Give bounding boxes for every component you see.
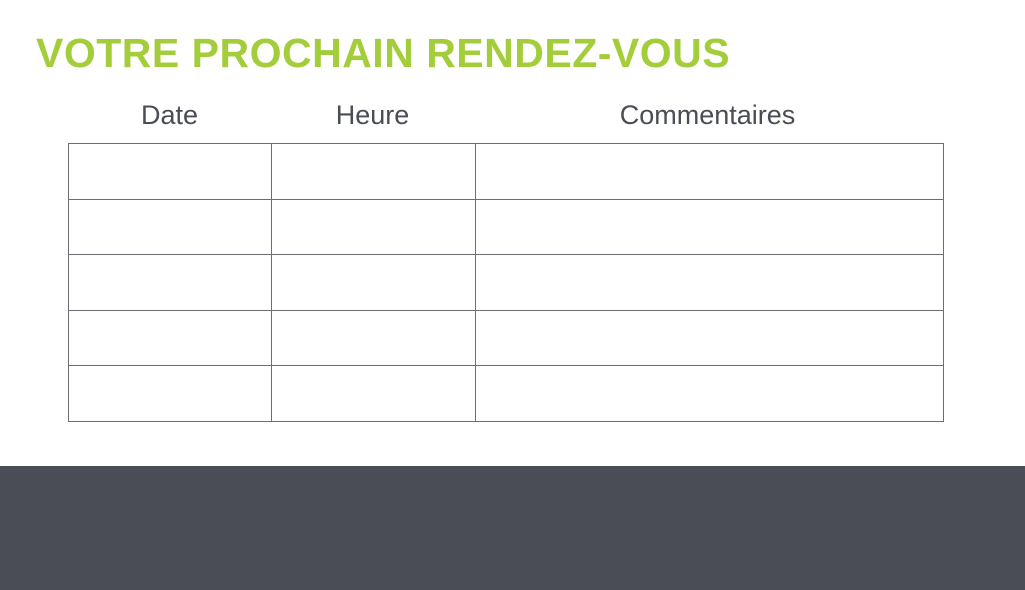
appointment-table [68, 143, 944, 422]
cell-date[interactable] [68, 143, 272, 200]
column-header-date: Date [140, 100, 199, 130]
column-header-commentaires: Commentaires [619, 100, 796, 130]
cell-date[interactable] [68, 365, 272, 422]
cell-heure[interactable] [271, 254, 476, 311]
page-title: VOTRE PROCHAIN RENDEZ-VOUS [36, 30, 731, 76]
cell-heure[interactable] [271, 309, 476, 366]
footer-band [0, 466, 1025, 590]
table-row [68, 309, 944, 366]
column-header-heure: Heure [335, 100, 410, 130]
cell-commentaires[interactable] [475, 309, 944, 366]
cell-date[interactable] [68, 198, 272, 255]
table-row [68, 198, 944, 255]
cell-date[interactable] [68, 309, 272, 366]
cell-commentaires[interactable] [475, 143, 944, 200]
cell-heure[interactable] [271, 143, 476, 200]
cell-heure[interactable] [271, 198, 476, 255]
cell-date[interactable] [68, 254, 272, 311]
table-row [68, 365, 944, 422]
cell-commentaires[interactable] [475, 198, 944, 255]
cell-commentaires[interactable] [475, 365, 944, 422]
table-row [68, 143, 944, 200]
cell-commentaires[interactable] [475, 254, 944, 311]
cell-heure[interactable] [271, 365, 476, 422]
table-row [68, 254, 944, 311]
